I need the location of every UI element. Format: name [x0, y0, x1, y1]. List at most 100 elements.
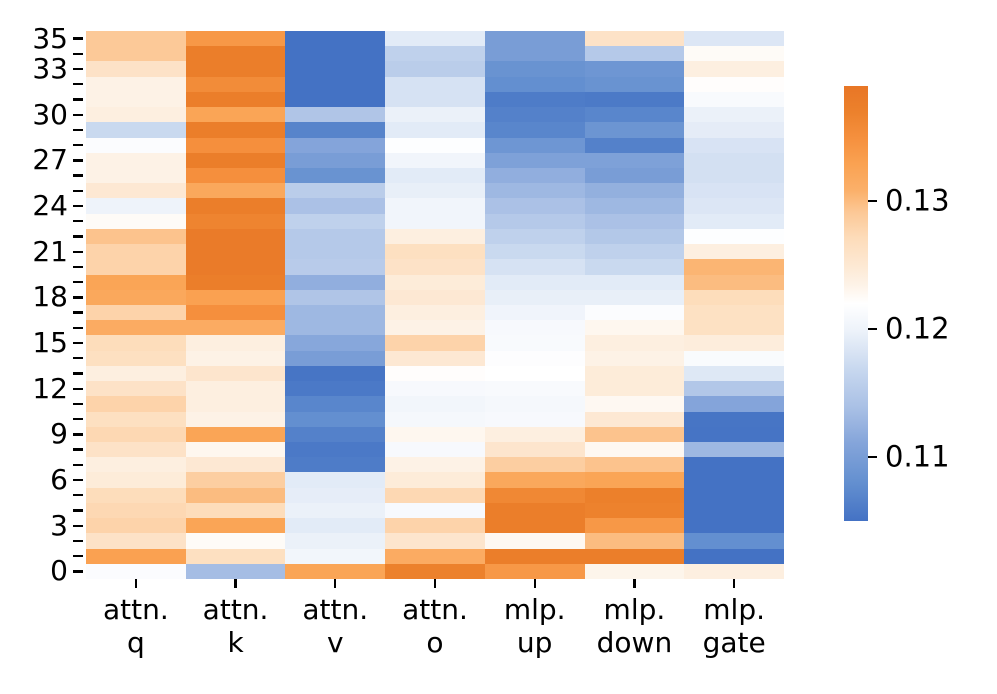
heatmap-cell	[484, 350, 585, 366]
x-axis-tick-label: mlp. down	[596, 593, 673, 659]
heatmap-cell	[185, 183, 286, 199]
heatmap-cell	[285, 228, 386, 245]
heatmap-cell	[684, 168, 784, 184]
heatmap-cell	[185, 487, 286, 503]
y-axis-tick	[73, 311, 83, 314]
y-axis-tick-label: 3	[50, 508, 68, 542]
heatmap-cell	[385, 244, 485, 260]
heatmap-cell	[484, 31, 585, 47]
heatmap-cell	[484, 305, 585, 321]
heatmap-cell	[584, 335, 685, 351]
y-axis-tick	[73, 98, 83, 101]
heatmap-cell	[584, 122, 685, 138]
heatmap-cell	[86, 91, 186, 108]
y-axis-tick	[73, 494, 83, 497]
heatmap-cell	[385, 442, 485, 458]
heatmap-cell	[684, 320, 784, 336]
heatmap-cell	[385, 31, 485, 47]
y-axis-tick-label: 30	[32, 97, 68, 131]
heatmap-cell	[86, 183, 186, 199]
heatmap-cell	[484, 259, 585, 275]
heatmap-cell	[185, 365, 286, 382]
heatmap-cell	[86, 274, 186, 290]
heatmap-cell	[484, 107, 585, 123]
heatmap-cell	[385, 168, 485, 184]
colorbar-tick	[868, 199, 877, 203]
heatmap-cell	[185, 274, 286, 290]
y-axis-tick	[73, 159, 83, 162]
heatmap-cell	[86, 320, 186, 336]
heatmap-cell	[584, 168, 685, 184]
heatmap-cell	[86, 533, 186, 549]
heatmap-cell	[285, 442, 386, 458]
heatmap-cell	[484, 274, 585, 290]
heatmap-cell	[285, 198, 386, 214]
heatmap-cell	[684, 137, 784, 153]
heatmap-cell	[385, 411, 485, 427]
heatmap-cell	[185, 472, 286, 488]
heatmap-cell	[285, 487, 386, 503]
heatmap-cell	[584, 289, 685, 305]
x-axis-tick	[633, 579, 636, 588]
heatmap-cell	[484, 213, 585, 229]
heatmap-cell	[86, 350, 186, 366]
heatmap-cell	[385, 350, 485, 366]
y-axis-tick	[73, 113, 83, 116]
heatmap-cell	[285, 381, 386, 397]
colorbar-tick-label: 0.12	[885, 311, 950, 346]
heatmap-cell	[86, 502, 186, 519]
y-axis-tick	[73, 387, 83, 390]
heatmap-cell	[285, 168, 386, 184]
heatmap-cell	[185, 305, 286, 321]
heatmap-cell	[584, 259, 685, 275]
heatmap-cell	[285, 563, 386, 579]
heatmap-cell	[584, 198, 685, 214]
heatmap-cell	[484, 533, 585, 549]
y-axis-tick-label: 24	[32, 189, 68, 223]
heatmap-cell	[185, 563, 286, 579]
heatmap-cell	[285, 152, 386, 168]
y-axis-tick	[73, 83, 83, 86]
colorbar-tick	[868, 327, 877, 331]
heatmap-cell	[285, 107, 386, 123]
heatmap-cell	[584, 91, 685, 108]
heatmap-cell	[285, 335, 386, 351]
heatmap-cell	[684, 244, 784, 260]
heatmap-cell	[584, 76, 685, 92]
y-axis-tick	[73, 296, 83, 299]
heatmap-cell	[385, 533, 485, 549]
heatmap-cell	[385, 274, 485, 290]
heatmap-cell	[584, 274, 685, 290]
heatmap-cell	[484, 228, 585, 245]
heatmap-cell	[584, 442, 685, 458]
heatmap-cell	[684, 396, 784, 412]
colorbar-tick	[868, 455, 877, 459]
heatmap-cell	[484, 442, 585, 458]
heatmap-cell	[684, 548, 784, 564]
heatmap-cell	[385, 487, 485, 503]
heatmap-cell	[484, 61, 585, 77]
heatmap-cell	[484, 183, 585, 199]
y-axis-tick	[73, 235, 83, 238]
heatmap-cell	[684, 350, 784, 366]
heatmap-cell	[684, 122, 784, 138]
heatmap-cell	[584, 46, 685, 62]
heatmap-cell	[86, 396, 186, 412]
heatmap-cell	[484, 46, 585, 62]
heatmap-cell	[584, 320, 685, 336]
heatmap-cell	[385, 426, 485, 442]
heatmap-cell	[285, 365, 386, 382]
heatmap-cell	[684, 213, 784, 229]
heatmap-cell	[484, 152, 585, 168]
y-axis-tick	[73, 174, 83, 177]
heatmap-cell	[285, 76, 386, 92]
heatmap-cell	[385, 228, 485, 245]
heatmap-cell	[584, 411, 685, 427]
heatmap-cell	[86, 137, 186, 153]
heatmap-cell	[484, 472, 585, 488]
y-axis-tick	[73, 524, 83, 527]
heatmap-cell	[285, 305, 386, 321]
heatmap-cell	[185, 442, 286, 458]
heatmap-cell	[684, 305, 784, 321]
heatmap-cell	[385, 472, 485, 488]
